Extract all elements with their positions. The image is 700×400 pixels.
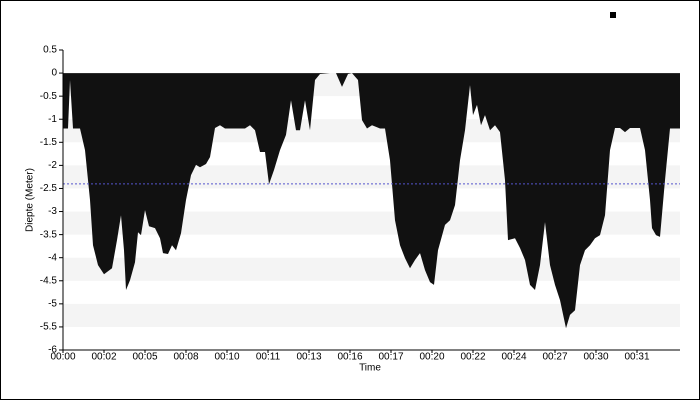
- grid-band: [63, 257, 680, 281]
- grid-band: [63, 303, 680, 327]
- x-tick-label: 00:08: [173, 352, 198, 363]
- y-tick-label: 0: [51, 68, 57, 79]
- x-tick-label: 00:31: [624, 352, 649, 363]
- x-tick-label: 00:10: [214, 352, 239, 363]
- x-tick-label: 00:20: [419, 352, 444, 363]
- x-tick-label: 00:27: [542, 352, 567, 363]
- y-tick-label: -2.5: [40, 183, 58, 194]
- x-tick-label: 00:13: [296, 352, 321, 363]
- x-axis-label: Time: [359, 363, 381, 374]
- y-tick-label: -5.5: [40, 322, 58, 333]
- x-tick-label: 00:00: [50, 352, 75, 363]
- x-tick-label: 00:05: [132, 352, 157, 363]
- y-tick-label: -6: [48, 345, 57, 356]
- y-tick-label: -3.5: [40, 229, 58, 240]
- x-tick-label: 00:22: [460, 352, 485, 363]
- y-tick-label: -0.5: [40, 91, 58, 102]
- legend-marker: [610, 12, 616, 18]
- y-tick-label: -5: [48, 298, 57, 309]
- x-tick-label: 00:11: [256, 352, 281, 363]
- y-tick-label: -4.5: [40, 275, 58, 286]
- y-tick-label: -2: [48, 160, 57, 171]
- x-tick-label: 00:17: [378, 352, 403, 363]
- y-axis-label: Diepte (Meter): [25, 168, 36, 232]
- y-tick-label: -4: [48, 252, 57, 263]
- x-tick-label: 00:02: [91, 352, 116, 363]
- x-tick-label: 00:16: [337, 352, 362, 363]
- y-tick-label: -1: [48, 114, 57, 125]
- y-tick-label: 0.5: [43, 45, 57, 56]
- x-tick-label: 00:24: [501, 352, 526, 363]
- depth-area: [63, 73, 680, 329]
- y-tick-label: -1.5: [40, 137, 58, 148]
- x-tick-label: 00:30: [583, 352, 608, 363]
- y-tick-label: -3: [48, 206, 57, 217]
